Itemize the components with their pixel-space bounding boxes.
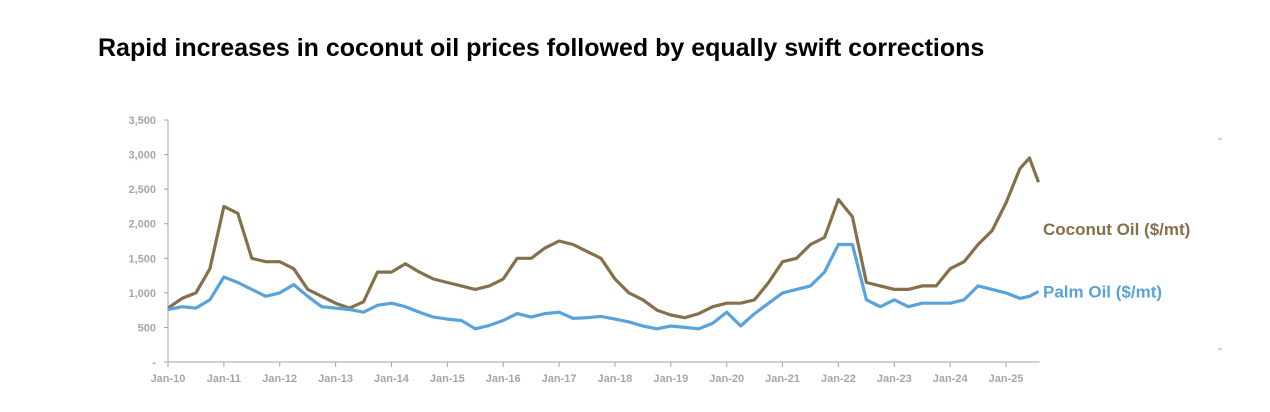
y-tick-label: - bbox=[152, 357, 156, 369]
x-tick-label: Jan-25 bbox=[989, 373, 1024, 385]
chart-title: Rapid increases in coconut oil prices fo… bbox=[98, 34, 985, 62]
legend-label-palm-oil: Palm Oil ($/mt) bbox=[1043, 282, 1162, 301]
x-tick-label: Jan-22 bbox=[821, 373, 856, 385]
x-tick-label: Jan-24 bbox=[933, 373, 969, 385]
x-tick-label: Jan-21 bbox=[765, 373, 800, 385]
series-line-coconut-oil bbox=[167, 156, 1040, 320]
y-tick-label: 1,500 bbox=[128, 253, 156, 265]
x-tick-label: Jan-17 bbox=[542, 373, 577, 385]
y-tick-label: 500 bbox=[138, 322, 156, 334]
x-tick-label: Jan-19 bbox=[653, 373, 688, 385]
y-tick-label: 2,000 bbox=[128, 219, 156, 231]
y-tick-label: 3,500 bbox=[128, 115, 156, 127]
x-tick-label: Jan-14 bbox=[374, 373, 410, 385]
x-tick-label: Jan-11 bbox=[207, 373, 241, 385]
x-tick-label: Jan-10 bbox=[151, 373, 186, 385]
x-tick-label: Jan-20 bbox=[709, 373, 744, 385]
x-tick-label: Jan-12 bbox=[262, 373, 297, 385]
x-tick-label: Jan-16 bbox=[486, 373, 521, 385]
y-tick-label: 2,500 bbox=[128, 184, 156, 196]
legend-label-coconut-oil: Coconut Oil ($/mt) bbox=[1043, 220, 1190, 239]
x-tick-label: Jan-15 bbox=[430, 373, 465, 385]
y-tick-label: 1,000 bbox=[128, 288, 156, 300]
series-line-palm-oil bbox=[167, 242, 1040, 331]
x-tick-label: Jan-18 bbox=[598, 373, 633, 385]
y-tick-label: 3,000 bbox=[128, 150, 156, 162]
x-tick-label: Jan-23 bbox=[877, 373, 912, 385]
x-tick-label: Jan-13 bbox=[318, 373, 353, 385]
